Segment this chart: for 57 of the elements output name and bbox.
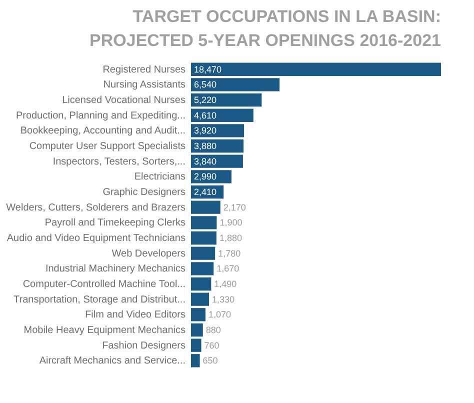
data-label: 1,880 — [219, 232, 242, 243]
chart-title: TARGET OCCUPATIONS IN LA BASIN: PROJECTED 5-YEAR OPENINGS 2016-2021 — [90, 7, 441, 50]
y-tick-label: Audio and Video Equipment Technicians — [6, 232, 186, 244]
y-tick-label: Mobile Heavy Equipment Mechanics — [24, 324, 186, 336]
data-label: 1,330 — [212, 294, 235, 304]
bar — [191, 323, 203, 337]
data-label: 3,920 — [194, 126, 217, 136]
data-label: 880 — [206, 324, 221, 335]
y-tick-label: Computer-Controlled Machine Tool... — [22, 278, 186, 290]
y-tick-label: Inspectors, Testers, Sorters,... — [52, 156, 186, 168]
bar — [191, 231, 216, 245]
data-label: 3,840 — [194, 156, 217, 166]
bar — [191, 200, 220, 214]
y-tick-label: Payroll and Timekeeping Clerks — [44, 218, 186, 229]
y-tick-label: Electricians — [134, 172, 186, 183]
data-label: 2,990 — [194, 172, 217, 182]
data-label: 760 — [204, 340, 220, 350]
bar — [191, 262, 214, 276]
y-tick-label: Licensed Vocational Nurses — [62, 95, 186, 106]
data-label: 3,880 — [194, 141, 217, 152]
bar — [191, 338, 202, 352]
bar — [191, 277, 212, 291]
data-label: 1,670 — [216, 264, 240, 274]
bar — [191, 292, 209, 306]
data-label: 4,610 — [194, 110, 217, 120]
data-label: 1,490 — [214, 278, 237, 289]
data-label: 650 — [202, 356, 218, 366]
y-tick-label: Fashion Designers — [102, 340, 186, 352]
data-label: 2,410 — [194, 187, 217, 198]
y-tick-label: Aircraft Mechanics and Service... — [39, 356, 186, 367]
bar — [191, 62, 441, 76]
y-tick-label: Graphic Designers — [102, 187, 186, 198]
y-tick-label: Welders, Cutters, Solderers and Brazers — [6, 202, 186, 214]
data-label: 1,900 — [220, 218, 242, 228]
data-label: 1,780 — [218, 248, 241, 258]
y-tick-label: Production, Planning and Expediting... — [16, 110, 186, 122]
y-tick-label: Industrial Machinery Mechanics — [45, 264, 186, 275]
y-tick-label: Transportation, Storage and Distribut... — [14, 294, 186, 306]
bar — [191, 124, 244, 138]
y-tick-label: Registered Nurses — [102, 64, 186, 76]
bar — [191, 108, 254, 122]
bar — [191, 308, 206, 322]
y-tick-label: Computer User Support Specialists — [29, 141, 186, 152]
bar — [191, 78, 280, 92]
data-label: 2,170 — [223, 202, 246, 212]
data-label: 1,070 — [208, 310, 232, 320]
data-label: 5,220 — [194, 95, 217, 106]
bar — [191, 216, 217, 230]
y-tick-label: Nursing Assistants — [103, 80, 186, 91]
y-tick-label: Film and Video Editors — [85, 310, 186, 321]
data-label: 6,540 — [194, 80, 217, 90]
y-tick-label: Bookkeeping, Accounting and Audit... — [20, 126, 186, 137]
y-tick-label: Web Developers — [112, 248, 186, 260]
bar — [191, 93, 262, 107]
data-label: 18,470 — [194, 64, 222, 74]
bar — [191, 354, 200, 368]
bar — [191, 246, 216, 260]
